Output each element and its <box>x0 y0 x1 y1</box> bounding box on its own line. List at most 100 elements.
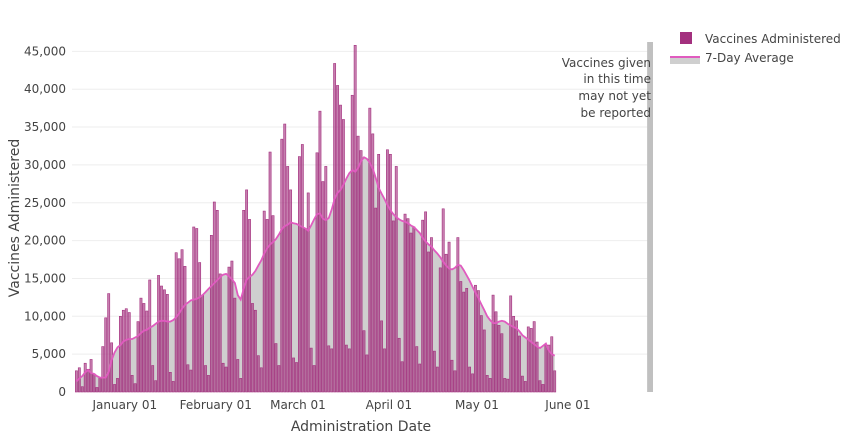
bar[interactable] <box>259 367 263 393</box>
bar[interactable] <box>418 363 422 393</box>
bar[interactable] <box>526 326 530 393</box>
bar[interactable] <box>154 380 158 393</box>
bar[interactable] <box>215 210 219 393</box>
bar[interactable] <box>148 279 152 393</box>
bar[interactable] <box>485 375 489 393</box>
bar[interactable] <box>427 251 430 393</box>
bar[interactable] <box>160 285 163 393</box>
bar[interactable] <box>130 375 134 393</box>
bar[interactable] <box>400 361 404 393</box>
bar[interactable] <box>277 365 281 393</box>
bar[interactable] <box>104 317 108 393</box>
bar[interactable] <box>286 166 290 393</box>
bar[interactable] <box>356 135 360 393</box>
legend[interactable]: Vaccines Administered 7-Day Average <box>670 32 841 65</box>
bar[interactable] <box>529 328 533 393</box>
bar[interactable] <box>330 348 334 393</box>
bar[interactable] <box>230 260 234 393</box>
bar[interactable] <box>506 378 510 393</box>
bar[interactable] <box>268 151 272 393</box>
bar[interactable] <box>512 315 516 393</box>
bar[interactable] <box>163 289 166 393</box>
bar[interactable] <box>339 104 342 393</box>
bar[interactable] <box>186 364 190 393</box>
bar[interactable] <box>306 192 310 393</box>
bar[interactable] <box>550 336 554 393</box>
bar[interactable] <box>201 294 204 393</box>
bar[interactable] <box>86 368 90 393</box>
bar[interactable] <box>432 350 436 393</box>
bar[interactable] <box>447 241 451 393</box>
bar[interactable] <box>391 220 395 393</box>
bar[interactable] <box>374 207 378 393</box>
bar[interactable] <box>236 359 240 393</box>
bar[interactable] <box>212 201 216 393</box>
bar[interactable] <box>221 362 225 393</box>
bar[interactable] <box>544 345 548 393</box>
bar[interactable] <box>298 156 301 393</box>
bar[interactable] <box>107 293 111 393</box>
bar[interactable] <box>403 213 407 393</box>
bar[interactable] <box>207 375 210 393</box>
bar[interactable] <box>482 329 486 393</box>
bar[interactable] <box>386 149 389 393</box>
bar[interactable] <box>80 386 84 393</box>
bar[interactable] <box>327 345 331 393</box>
bar[interactable] <box>421 219 425 393</box>
bar[interactable] <box>165 294 169 393</box>
bar[interactable] <box>333 63 337 393</box>
bar[interactable] <box>350 94 354 393</box>
bar[interactable] <box>359 150 363 393</box>
bar[interactable] <box>468 366 472 393</box>
bar[interactable] <box>318 110 322 393</box>
bar[interactable] <box>110 342 114 393</box>
bar[interactable] <box>430 237 433 393</box>
bar[interactable] <box>347 348 351 393</box>
bar[interactable] <box>509 295 513 393</box>
bar[interactable] <box>324 166 328 393</box>
bar[interactable] <box>412 226 416 393</box>
bar[interactable] <box>541 384 545 393</box>
bar[interactable] <box>292 357 295 393</box>
bar[interactable] <box>371 133 375 393</box>
bar[interactable] <box>377 154 381 393</box>
bar[interactable] <box>83 362 87 393</box>
bar[interactable] <box>312 365 316 393</box>
bar[interactable] <box>171 381 175 393</box>
bar[interactable] <box>383 348 386 393</box>
bar[interactable] <box>362 330 366 393</box>
bar[interactable] <box>388 154 392 393</box>
bar[interactable] <box>321 181 325 393</box>
bar[interactable] <box>242 210 246 393</box>
bar[interactable] <box>204 365 207 393</box>
bar[interactable] <box>192 226 196 393</box>
bar[interactable] <box>265 219 269 393</box>
bar[interactable] <box>462 291 466 393</box>
bar[interactable] <box>444 253 448 393</box>
bar[interactable] <box>547 344 551 393</box>
bar[interactable] <box>95 387 99 393</box>
bar[interactable] <box>518 335 521 393</box>
bar[interactable] <box>479 315 483 393</box>
bar[interactable] <box>195 228 199 393</box>
bar[interactable] <box>336 85 339 393</box>
bar[interactable] <box>459 281 463 393</box>
bar[interactable] <box>353 44 357 393</box>
bar[interactable] <box>248 219 251 393</box>
bar[interactable] <box>295 362 298 393</box>
bar[interactable] <box>233 297 237 393</box>
bar[interactable] <box>453 370 457 393</box>
bar[interactable] <box>113 384 116 393</box>
bar[interactable] <box>450 359 454 393</box>
bar[interactable] <box>133 383 137 393</box>
bar[interactable] <box>92 373 96 393</box>
bar[interactable] <box>465 287 469 393</box>
bar[interactable] <box>157 275 160 393</box>
bar[interactable] <box>342 119 345 393</box>
bar[interactable] <box>209 235 213 393</box>
bar[interactable] <box>532 321 536 393</box>
bar[interactable] <box>380 320 383 393</box>
bar[interactable] <box>344 344 348 393</box>
bar[interactable] <box>491 294 495 393</box>
bar[interactable] <box>488 378 492 393</box>
